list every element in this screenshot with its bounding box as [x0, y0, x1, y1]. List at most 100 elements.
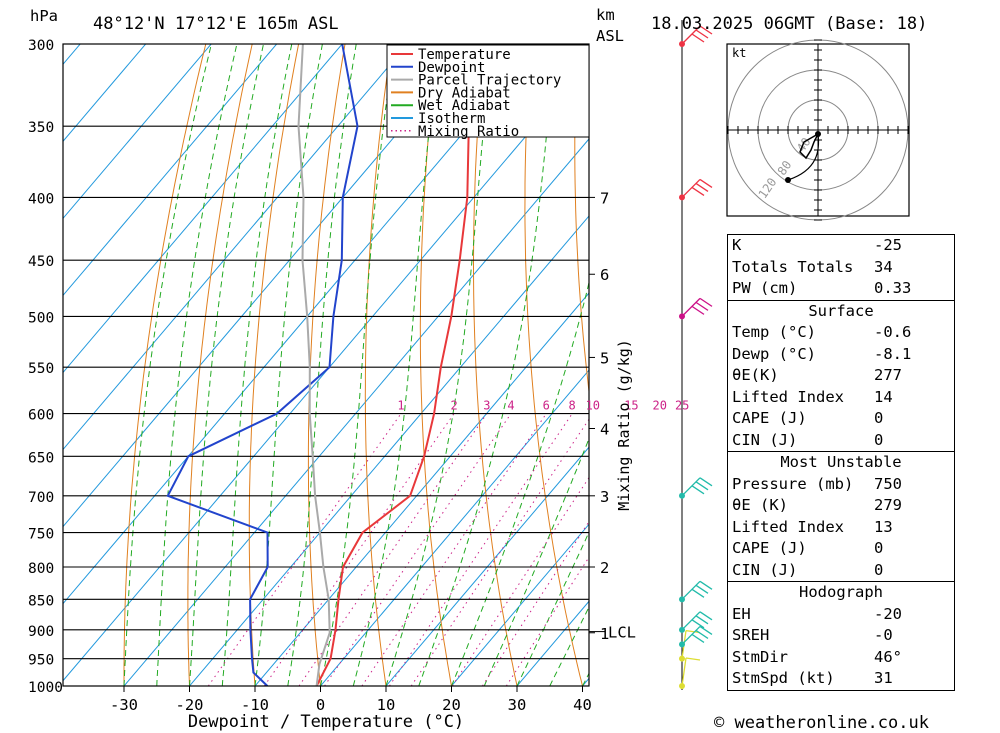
legend-label: Temperature	[418, 47, 511, 63]
most-unstable-value: 750	[874, 474, 902, 493]
barb-feather	[695, 182, 709, 192]
index-value: 34	[874, 257, 893, 276]
hodograph-stat-value: -0	[874, 626, 893, 644]
wet-adiabat-line	[352, 44, 440, 686]
indices-panel: K -25 Totals Totals 34 PW (cm) 0.33 Surface T…	[727, 234, 955, 691]
pressure-tick-label: 1000	[28, 680, 63, 696]
pressure-axis: 300 350 400 450 500 550 600 650 700 750 800 850 900 9…	[28, 38, 63, 696]
hodograph-stat-label: StmDir	[732, 647, 788, 666]
wet-adiabat-line	[483, 437, 589, 686]
most-unstable-label: CIN (J)	[732, 560, 798, 579]
most-unstable-label: Pressure (mb)	[732, 474, 854, 493]
pressure-tick-label: 300	[28, 38, 54, 54]
most-unstable-value: 0	[874, 560, 884, 579]
hodograph-stat-label: SREH	[732, 626, 770, 644]
height-tick-label: 6	[600, 266, 609, 284]
isotherm-line	[63, 44, 278, 297]
barb-shaft	[681, 657, 687, 687]
surface-value: 0	[874, 430, 884, 449]
dry-adiabat-line	[524, 44, 584, 686]
surface-label: θE(K)	[732, 366, 779, 384]
legend-label: Wet Adiabat	[418, 98, 511, 114]
mixing-ratio-labels: 1 2 3 4 6 8 10 15 20 25	[397, 399, 689, 413]
dry-adiabat-line	[248, 44, 300, 686]
legend-label: Mixing Ratio	[418, 124, 519, 140]
barb-feather	[691, 33, 705, 43]
mixing-ratio-line	[451, 476, 589, 686]
temperature-tick-label: 20	[442, 696, 461, 714]
height-tick-label: 1	[600, 625, 609, 643]
wind-barb	[681, 611, 713, 631]
legend-label: Isotherm	[418, 111, 485, 127]
index-row: Totals Totals 34	[728, 257, 954, 279]
mixing-ratio-value-label: 20	[653, 399, 667, 413]
barb-flag	[685, 657, 701, 661]
isotherm-line	[63, 44, 212, 220]
most-unstable-row: Lifted Index 13	[728, 517, 954, 539]
temperature-tick-label: 40	[573, 696, 592, 714]
surface-title: Surface	[808, 301, 874, 320]
surface-label: Temp (°C)	[732, 323, 816, 341]
km-unit-label: km	[596, 6, 615, 24]
mixing-ratio-value-label: 3	[483, 399, 490, 413]
hodograph-origin-dot	[815, 131, 821, 137]
hodograph-stat-row: StmDir 46°	[728, 647, 954, 669]
credit-text: © weatheronline.co.uk	[714, 713, 929, 733]
barb-feather	[695, 301, 709, 311]
hodograph-stat-value: -20	[874, 604, 902, 623]
pressure-tick-label: 550	[28, 361, 54, 377]
pressure-tick-label: 700	[28, 490, 54, 506]
isotherm-line	[63, 44, 147, 143]
barb-shaft	[681, 25, 701, 45]
wind-barb-column	[679, 20, 713, 690]
dry-adiabat-line	[574, 44, 589, 396]
pressure-tick-label: 600	[28, 408, 54, 424]
dry-adiabat-line	[187, 44, 253, 686]
mixing-ratio-value-label: 4	[507, 399, 514, 413]
barb-feather	[695, 615, 709, 625]
mixing-ratio-line	[263, 413, 455, 686]
wet-adiabat-line	[156, 44, 238, 686]
parcel-trajectory-profile-line	[297, 44, 331, 686]
barb-shaft	[681, 178, 701, 198]
mixing-ratio-value-label: 6	[543, 399, 550, 413]
wind-barb	[681, 625, 713, 645]
hodograph-stat-row: SREH -0	[728, 625, 954, 647]
dry-adiabat-line	[307, 44, 346, 686]
barb-feather	[691, 485, 705, 495]
index-row: K -25	[728, 235, 954, 257]
wind-barb	[681, 580, 713, 600]
wet-adiabat-line	[451, 280, 589, 686]
pressure-tick-label: 800	[28, 561, 54, 577]
wet-adiabat-line	[418, 44, 556, 686]
temperature-profile-line	[315, 44, 475, 686]
most-unstable-value: 13	[874, 517, 893, 536]
barb-feather	[699, 178, 713, 188]
hodograph-stat-value: 46°	[874, 647, 902, 666]
legend-label: Parcel Trajectory	[418, 73, 561, 89]
barb-feather	[699, 25, 713, 35]
wind-barb	[681, 297, 713, 317]
isotherm-line	[63, 44, 343, 374]
hodograph-trace	[799, 133, 819, 160]
hodograph-stat-row: EH -20	[728, 604, 954, 626]
barb-feather	[699, 625, 713, 635]
wet-adiabat-line	[516, 531, 589, 686]
mixing-ratio-axis-title: Mixing Ratio (g/kg)	[615, 339, 633, 511]
wet-adiabat-line	[221, 44, 293, 686]
barb-feather	[699, 580, 713, 590]
most-unstable-label: CAPE (J)	[732, 539, 807, 557]
isotherm-line	[63, 44, 81, 66]
isotherm-line	[385, 446, 589, 686]
isotherm-line	[63, 44, 409, 451]
isotherm-line	[188, 215, 589, 686]
isotherm-line	[319, 369, 589, 686]
hodograph-stat-value: 31	[874, 669, 893, 687]
plot-frame	[62, 43, 590, 687]
barb-feather	[695, 584, 709, 594]
dry-adiabat-line	[623, 7, 722, 712]
hodograph-stat-label: EH	[732, 604, 751, 623]
height-tick-label: 4	[600, 421, 609, 439]
height-tick-label: 3	[600, 488, 609, 506]
storm-motion-dot	[785, 177, 791, 183]
